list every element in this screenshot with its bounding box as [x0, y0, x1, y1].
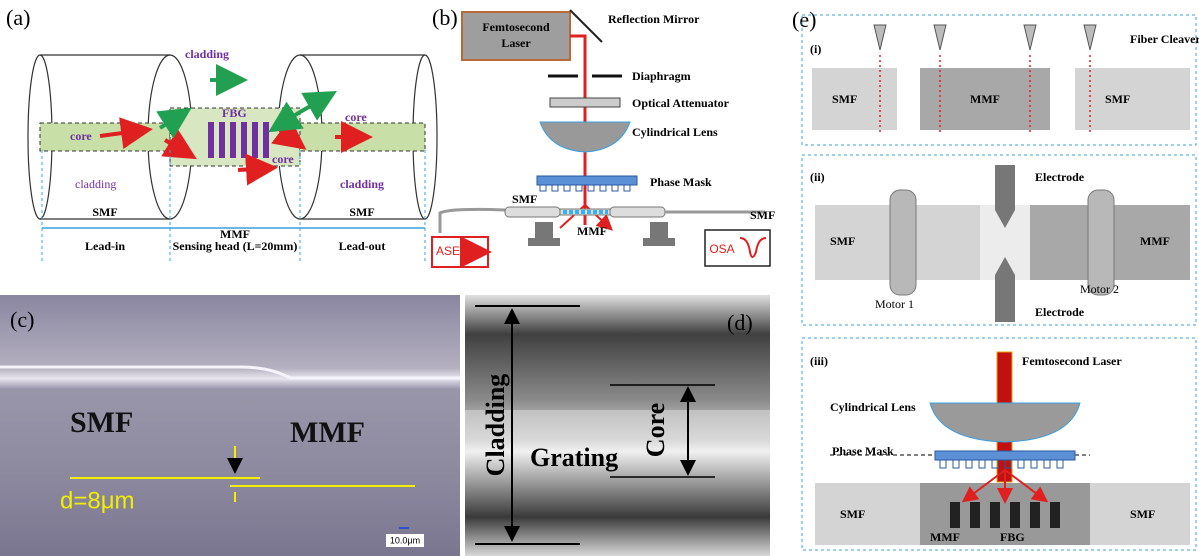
label: cladding [340, 177, 384, 191]
label: (e) [792, 7, 816, 32]
shape [950, 502, 960, 528]
shape [1024, 25, 1036, 50]
label: Cladding [481, 374, 510, 477]
shape [1010, 502, 1020, 528]
label: Sensing head (L=20mm) [173, 239, 298, 253]
panel-b: (b) Femtosecond Laser Reflection Mirror … [432, 5, 775, 267]
shape [550, 98, 620, 107]
label: SMF [1130, 507, 1155, 521]
label: Femtosecond Laser [1022, 354, 1122, 368]
label: (i) [810, 42, 821, 56]
shape [0, 295, 460, 556]
label: MMF [577, 224, 607, 238]
shape [1075, 68, 1190, 130]
label: Lead-out [339, 239, 386, 253]
shape [643, 238, 675, 246]
label: MMF [290, 416, 365, 449]
shape [650, 222, 668, 240]
shape [970, 502, 980, 528]
label: Reflection Mirror [608, 12, 700, 26]
label: (d) [727, 310, 753, 335]
shape [440, 209, 505, 233]
shape [874, 25, 886, 50]
panel-e: (e) (i) Fiber Cleaver SMF MMF SMF (ii) E… [792, 7, 1199, 550]
shape [241, 122, 247, 158]
label: SMF [830, 234, 855, 248]
shape [610, 207, 665, 217]
label: Cylindrical Lens [830, 400, 916, 414]
shape [528, 238, 560, 246]
label: Phase Mask [832, 444, 894, 458]
shape [537, 176, 637, 185]
shape [219, 122, 225, 158]
label: core [70, 129, 92, 143]
panel-d: (d) Cladding Grating Core [465, 295, 770, 556]
label: Femtosecond [482, 20, 550, 34]
label: Electrode [1035, 305, 1085, 319]
label: MMF [970, 92, 1000, 106]
label: Lead-in [85, 239, 125, 253]
shape [230, 122, 236, 158]
label: SMF [512, 192, 537, 206]
label: SMF [750, 208, 775, 222]
label: Motor 1 [875, 297, 914, 311]
label: Grating [530, 443, 618, 472]
shape [300, 95, 330, 112]
label: SMF [832, 92, 857, 106]
shape [930, 403, 1080, 442]
label: FBG [1000, 530, 1025, 544]
label: Cylindrical Lens [632, 125, 718, 139]
label: MMF [930, 530, 960, 544]
label: Phase Mask [650, 175, 712, 189]
shape [990, 502, 1000, 528]
label: (iii) [810, 354, 828, 368]
label: Optical Attenuator [632, 96, 730, 110]
label: MMF [1140, 234, 1170, 248]
shape [465, 410, 770, 438]
label: (c) [10, 307, 34, 332]
shape [890, 190, 916, 295]
label: core [272, 152, 294, 166]
label: Electrode [1035, 170, 1085, 184]
shape [238, 168, 270, 170]
label: Core [641, 403, 670, 457]
shape [263, 122, 269, 158]
label: Motor 2 [1080, 282, 1119, 296]
label: Diaphragm [632, 69, 691, 83]
shape [935, 451, 1075, 460]
shape [252, 122, 258, 158]
shape [1084, 25, 1096, 50]
shape [505, 207, 560, 217]
label: core [345, 110, 367, 124]
label: d=8μm [60, 487, 135, 514]
label: (a) [6, 5, 30, 30]
label: SMF [92, 205, 117, 219]
shape [1050, 502, 1060, 528]
shape [540, 122, 630, 152]
label: OSA [709, 242, 734, 256]
shape [874, 25, 1096, 50]
label: (ii) [810, 170, 825, 184]
label: Fiber Cleaver [1130, 32, 1199, 46]
shape [535, 222, 553, 240]
label: Laser [501, 36, 531, 50]
panel-c: (c) SMF MMF d=8μm 10.0μm [0, 295, 460, 556]
figure: (a) cladding core FBG core core cladding… [0, 0, 1199, 556]
shape [208, 122, 214, 158]
shape [1088, 190, 1114, 295]
label: cladding [185, 47, 229, 61]
label: SMF [1105, 92, 1130, 106]
label: FBG [222, 106, 247, 120]
label: SMF [349, 205, 374, 219]
label: (b) [432, 5, 458, 30]
label: SMF [70, 406, 133, 439]
shape [934, 25, 946, 50]
panel-a: (a) cladding core FBG core core cladding… [6, 5, 437, 262]
label: 10.0μm [390, 535, 420, 545]
label: ASE [436, 244, 460, 258]
label: SMF [840, 507, 865, 521]
shape [1030, 502, 1040, 528]
label: cladding [75, 177, 116, 191]
